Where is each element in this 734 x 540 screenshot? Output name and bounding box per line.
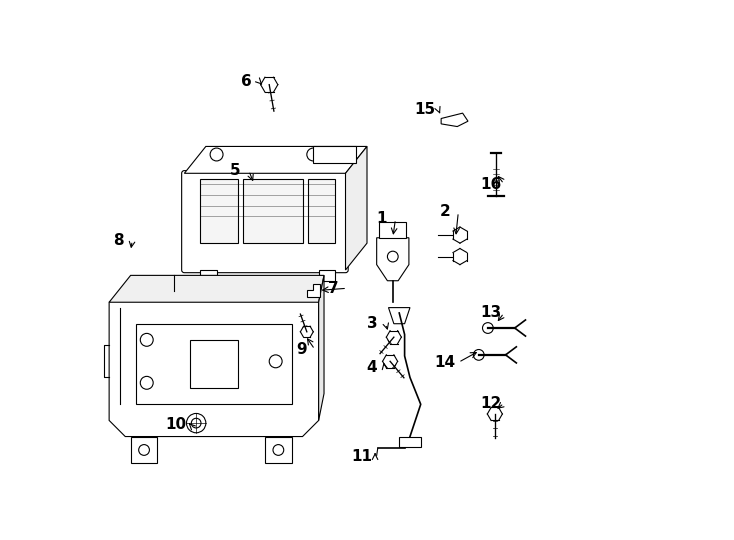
Polygon shape (244, 179, 302, 243)
Text: 11: 11 (351, 449, 372, 464)
Text: 1: 1 (377, 212, 388, 226)
Polygon shape (319, 270, 335, 281)
Polygon shape (319, 275, 324, 421)
Polygon shape (346, 146, 367, 270)
Text: 15: 15 (415, 103, 435, 117)
Polygon shape (265, 436, 292, 463)
Text: 9: 9 (296, 342, 307, 357)
Text: 8: 8 (114, 233, 124, 248)
Polygon shape (200, 179, 238, 243)
Polygon shape (136, 323, 292, 404)
Polygon shape (313, 146, 356, 163)
Polygon shape (109, 275, 324, 302)
Polygon shape (189, 340, 238, 388)
Text: 3: 3 (367, 316, 378, 331)
Polygon shape (441, 113, 468, 126)
Polygon shape (379, 221, 406, 238)
Text: 16: 16 (480, 177, 501, 192)
Text: 13: 13 (480, 306, 501, 320)
Text: 7: 7 (328, 281, 339, 296)
Text: 14: 14 (435, 355, 456, 370)
Polygon shape (131, 436, 158, 463)
Polygon shape (307, 284, 320, 297)
Polygon shape (399, 436, 421, 447)
Text: 4: 4 (366, 360, 377, 375)
Text: 10: 10 (166, 417, 187, 431)
Polygon shape (308, 179, 335, 243)
Polygon shape (377, 238, 409, 281)
Text: 2: 2 (440, 205, 450, 219)
Text: 6: 6 (241, 75, 252, 90)
Polygon shape (200, 270, 217, 281)
Polygon shape (388, 308, 410, 323)
Text: 12: 12 (480, 396, 501, 411)
Polygon shape (109, 292, 319, 436)
Text: 5: 5 (230, 163, 241, 178)
Polygon shape (184, 146, 367, 173)
FancyBboxPatch shape (181, 171, 348, 273)
